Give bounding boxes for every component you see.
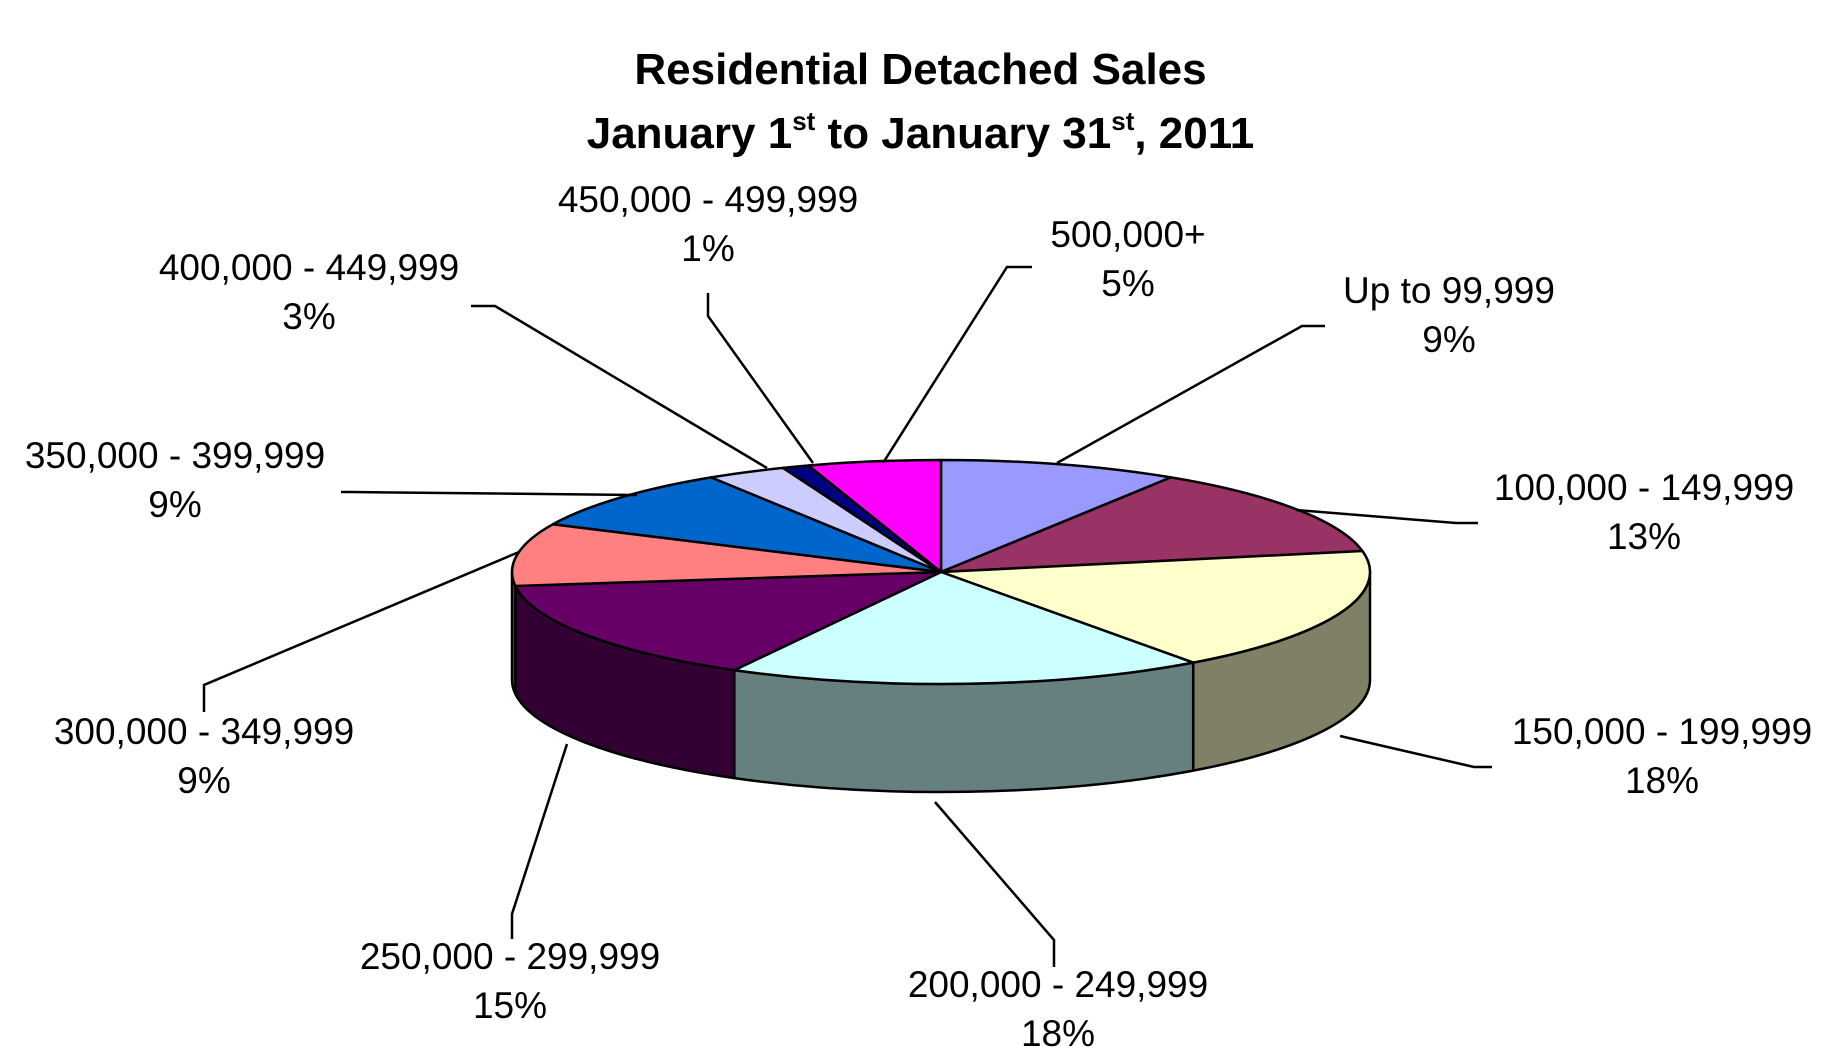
slice-percent-450-000-499-999: 1% — [681, 228, 734, 269]
slice-label-up-to-99-999: Up to 99,999 — [1343, 270, 1555, 311]
title-part1: January 1 — [586, 109, 793, 158]
slice-percent-300-000-349-999: 9% — [177, 760, 230, 801]
title-part3: , 2011 — [1134, 109, 1255, 158]
slice-side-300-000-349-999 — [510, 570, 517, 696]
slice-label-350-000-399-999: 350,000 - 399,999 — [25, 435, 325, 476]
slice-label-300-000-349-999: 300,000 - 349,999 — [54, 711, 354, 752]
chart-title-line1: Residential Detached Sales — [634, 45, 1207, 94]
slice-200-000-249-999 — [733, 570, 1195, 686]
slice-500-000 — [807, 458, 943, 574]
leader-line-300-000-349-999 — [202, 550, 520, 712]
leader-line-500-000 — [881, 265, 1032, 464]
slice-label-200-000-249-999: 200,000 - 249,999 — [908, 964, 1208, 1005]
slice-label-150-000-199-999: 150,000 - 199,999 — [1512, 711, 1812, 752]
slice-300-000-349-999 — [510, 523, 943, 588]
slice-up-to-99-999 — [939, 458, 1173, 574]
leader-line-150-000-199-999 — [1339, 734, 1492, 769]
slice-percent-100-000-149-999: 13% — [1607, 516, 1681, 557]
chart-title-line2: January 1st to January 31st, 2011 — [0, 102, 1841, 166]
pie-sides — [510, 570, 1372, 794]
title-part2: to January 31 — [815, 109, 1112, 158]
leader-line-350-000-399-999 — [341, 490, 638, 497]
slice-label-500-000: 500,000+ — [1050, 214, 1205, 255]
slice-label-450-000-499-999: 450,000 - 499,999 — [558, 179, 858, 220]
slice-labels: Up to 99,999 9% 100,000 - 149,999 13% 150,00… — [25, 179, 1812, 1054]
slice-percent-250-000-299-999: 15% — [473, 985, 547, 1026]
slice-percent-150-000-199-999: 18% — [1625, 760, 1699, 801]
leader-lines — [202, 265, 1492, 967]
leader-line-450-000-499-999 — [706, 293, 815, 464]
leader-line-250-000-299-999 — [510, 743, 569, 939]
pie-top-faces — [510, 458, 1372, 686]
slice-100-000-149-999 — [939, 476, 1364, 574]
slice-250-000-299-999 — [514, 570, 943, 672]
slice-label-250-000-299-999: 250,000 - 299,999 — [360, 936, 660, 977]
slice-150-000-199-999 — [939, 549, 1372, 664]
slice-percent-up-to-99-999: 9% — [1422, 319, 1475, 360]
slice-percent-400-000-449-999: 3% — [282, 296, 335, 337]
leader-line-100-000-149-999 — [1295, 508, 1478, 525]
slice-label-100-000-149-999: 100,000 - 149,999 — [1494, 467, 1794, 508]
chart-title: Residential Detached Sales January 1st t… — [0, 38, 1841, 166]
leader-line-200-000-249-999 — [934, 801, 1056, 967]
slice-percent-200-000-249-999: 18% — [1021, 1013, 1095, 1054]
slice-percent-500-000: 5% — [1101, 263, 1154, 304]
slice-label-400-000-449-999: 400,000 - 449,999 — [159, 247, 459, 288]
slice-350-000-399-999 — [551, 476, 943, 574]
slice-percent-350-000-399-999: 9% — [148, 484, 201, 525]
title-sup1: st — [792, 106, 816, 136]
leader-line-400-000-449-999 — [471, 304, 768, 470]
leader-line-up-to-99-999 — [1056, 324, 1325, 465]
title-sup2: st — [1111, 106, 1135, 136]
